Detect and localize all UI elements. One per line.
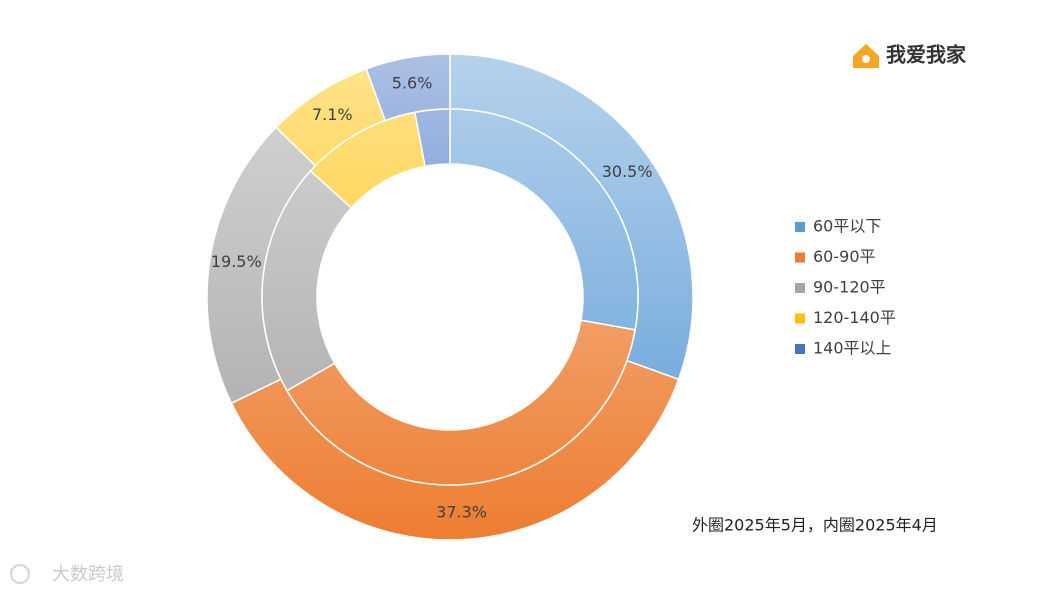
legend-label: 60平以下 (813, 217, 881, 236)
watermark-text: 大数跨境 (52, 564, 124, 585)
data-label: 19.5% (211, 252, 262, 271)
legend-label: 90-120平 (813, 278, 886, 297)
donut-slice (413, 108, 451, 168)
legend-swatch (795, 344, 805, 354)
legend-label: 140平以上 (813, 339, 892, 358)
legend-label: 60-90平 (813, 247, 876, 266)
legend-label: 120-140平 (813, 308, 896, 327)
data-label: 5.6% (392, 73, 433, 92)
donut-slice (285, 319, 636, 486)
legend-swatch (795, 252, 805, 263)
data-label: 37.3% (436, 503, 487, 522)
legend-swatch (795, 283, 805, 293)
data-label: 30.5% (602, 162, 653, 181)
watermark-icon (10, 564, 30, 584)
logo-text: 我爱我家 (886, 43, 967, 67)
legend-swatch (795, 313, 805, 324)
logo-icon-dot (862, 55, 870, 63)
data-label: 7.1% (312, 105, 353, 124)
watermark: 大数跨境 (10, 564, 124, 585)
logo: 我爱我家 (853, 43, 967, 68)
note: 外圈2025年5月，内圈2025年4月 (692, 516, 938, 535)
legend-swatch (795, 222, 805, 232)
